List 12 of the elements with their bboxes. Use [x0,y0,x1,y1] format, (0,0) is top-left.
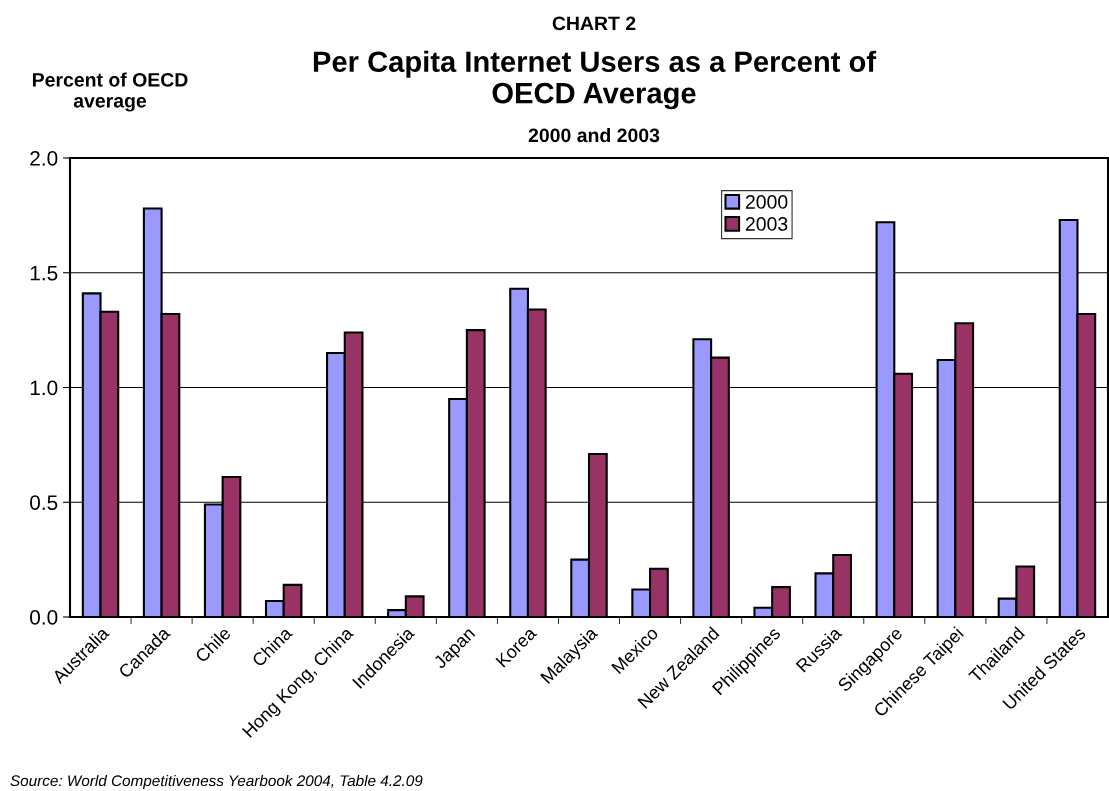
chart-subtitle: 2000 and 2003 [528,127,660,143]
y-tick-label: 1.5 [30,265,58,281]
caption: CHART 2 [552,16,636,31]
chart-title: Per Capita Internet Users as a Percent of OECD Average [313,50,877,110]
y-tick-label: 0.0 [30,610,58,625]
y-tick-label: 0.5 [30,495,58,510]
legend-label: 2000 [745,195,788,209]
source-note: Source: World Competitiveness Yearbook 2004, Table 4.2.09 [10,774,423,790]
y-tick-label: 1.0 [30,380,58,396]
y-tick-label: 2.0 [30,151,58,166]
legend-label: 2003 [745,217,788,231]
y-axis-title: Percent of OECD average [32,72,188,112]
